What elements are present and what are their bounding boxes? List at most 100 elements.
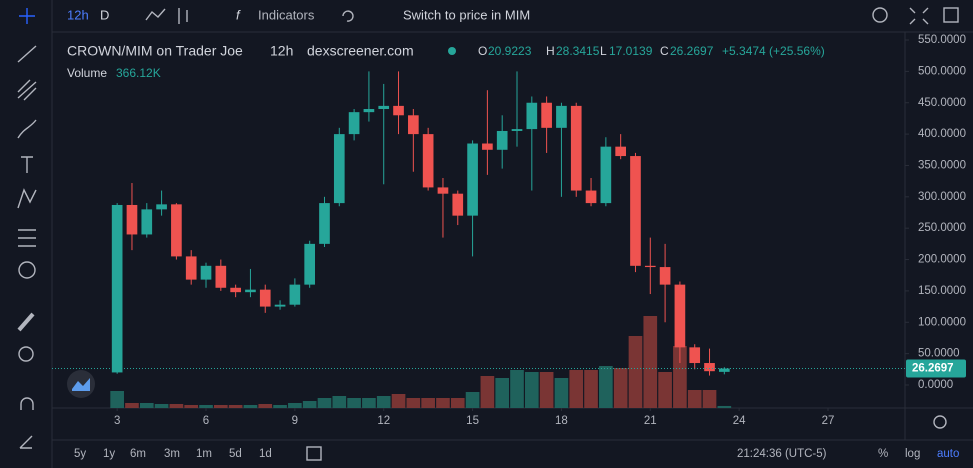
volume-bar	[406, 398, 421, 408]
crosshair-icon[interactable]	[19, 8, 35, 24]
candle-body	[511, 129, 523, 131]
icon-emoji[interactable]	[18, 261, 36, 279]
candle-body	[452, 193, 464, 216]
candle-body	[556, 105, 567, 128]
volume-bar	[687, 390, 702, 408]
logo	[72, 378, 90, 391]
candle-body	[541, 102, 552, 128]
volume-bar	[613, 368, 628, 408]
ohlc-letter: C	[660, 44, 669, 58]
candle-body	[289, 284, 301, 305]
magnet-icon[interactable]	[20, 397, 34, 410]
zoom-icon[interactable]	[18, 346, 34, 362]
candle-type-icon[interactable]	[178, 8, 188, 24]
candle-body	[363, 109, 375, 113]
last-price-box	[906, 359, 966, 378]
settings-icon[interactable]	[872, 7, 888, 23]
x-tick-label: 9	[292, 415, 298, 427]
change-value: +5.3474 (+25.56%)	[722, 44, 825, 58]
candle-body	[319, 203, 330, 244]
fullscreen-icon[interactable]	[909, 7, 929, 25]
volume-bar	[110, 391, 124, 408]
date-range-icon[interactable]	[306, 446, 322, 461]
indicators-button[interactable]: Indicators	[258, 7, 315, 22]
range-button[interactable]: 1d	[259, 448, 272, 460]
candle-body	[408, 115, 419, 135]
volume-bar	[243, 405, 258, 408]
candle-body	[704, 363, 715, 372]
volume-bar	[539, 372, 554, 408]
candle-body	[185, 256, 197, 280]
interval-button[interactable]: 12h	[67, 7, 89, 22]
volume-bar	[465, 392, 480, 408]
axis-settings-icon[interactable]	[933, 415, 947, 429]
volume-bar	[643, 316, 658, 408]
range-button[interactable]: 1m	[196, 448, 212, 460]
brush-icon[interactable]	[17, 119, 37, 139]
ruler-icon[interactable]	[17, 312, 35, 332]
candle-body	[156, 204, 167, 210]
candle-body	[482, 143, 493, 150]
y-tick-label: 250.0000	[918, 222, 966, 234]
candle-body	[141, 209, 153, 235]
range-button[interactable]: 6m	[130, 448, 146, 460]
candle-body	[245, 289, 256, 293]
volume-bar	[524, 372, 539, 408]
candle-body	[126, 204, 138, 235]
auto-button[interactable]: auto	[937, 448, 959, 460]
candle-body	[422, 134, 434, 188]
volume-bar	[154, 404, 169, 408]
interval-d-button[interactable]: D	[100, 7, 109, 22]
candle-body	[718, 368, 730, 372]
fib-icon[interactable]	[17, 79, 37, 101]
candle-body	[171, 204, 182, 257]
ohlc-value: 20.9223	[488, 44, 532, 58]
volume-bar	[584, 370, 598, 408]
candle-body	[615, 146, 626, 157]
range-button[interactable]: 3m	[164, 448, 180, 460]
x-tick-label: 15	[466, 415, 479, 427]
candle-body	[496, 130, 508, 150]
text-icon[interactable]	[21, 156, 33, 173]
volume-bar	[317, 398, 332, 408]
volume-bar	[450, 398, 465, 408]
log-button[interactable]: log	[905, 448, 920, 460]
volume-bar	[199, 405, 213, 408]
y-tick-label: 0.0000	[918, 379, 953, 391]
y-tick-label: 550.0000	[918, 34, 966, 46]
fx-icon[interactable]: f	[236, 7, 241, 22]
pattern-icon[interactable]	[17, 188, 37, 209]
candle-body	[259, 289, 271, 307]
candle-body	[600, 146, 612, 204]
candle-body	[348, 112, 360, 135]
snapshot-icon[interactable]	[943, 7, 959, 23]
status-dot	[448, 47, 456, 55]
prediction-icon[interactable]	[18, 229, 36, 247]
candle-body	[689, 347, 701, 364]
ohlc-letter: L	[600, 44, 607, 58]
trend-line-icon[interactable]	[17, 45, 37, 63]
x-tick-label: 27	[822, 415, 835, 427]
undo-icon[interactable]	[342, 10, 354, 22]
x-tick-label: 24	[733, 415, 746, 427]
volume-bar	[228, 405, 243, 408]
switch-button[interactable]: Switch to price in MIM	[403, 7, 530, 22]
line-type-icon[interactable]	[145, 8, 166, 21]
range-button[interactable]: 5y	[74, 448, 86, 460]
ohlc-value: 26.2697	[670, 44, 714, 58]
candle-body	[630, 156, 641, 266]
range-button[interactable]: 1y	[103, 448, 115, 460]
candle-body	[585, 190, 597, 204]
volume-bar	[288, 403, 302, 408]
percent-button[interactable]: %	[878, 448, 888, 460]
volume-bar	[125, 403, 139, 408]
range-button[interactable]: 5d	[229, 448, 242, 460]
volume-bar	[273, 405, 287, 408]
volume-bar	[347, 398, 361, 408]
x-tick-label: 12	[377, 415, 390, 427]
y-tick-label: 400.0000	[918, 128, 966, 140]
candle-body	[378, 105, 390, 110]
volume-bar	[658, 372, 672, 408]
lock-icon[interactable]	[19, 435, 33, 449]
